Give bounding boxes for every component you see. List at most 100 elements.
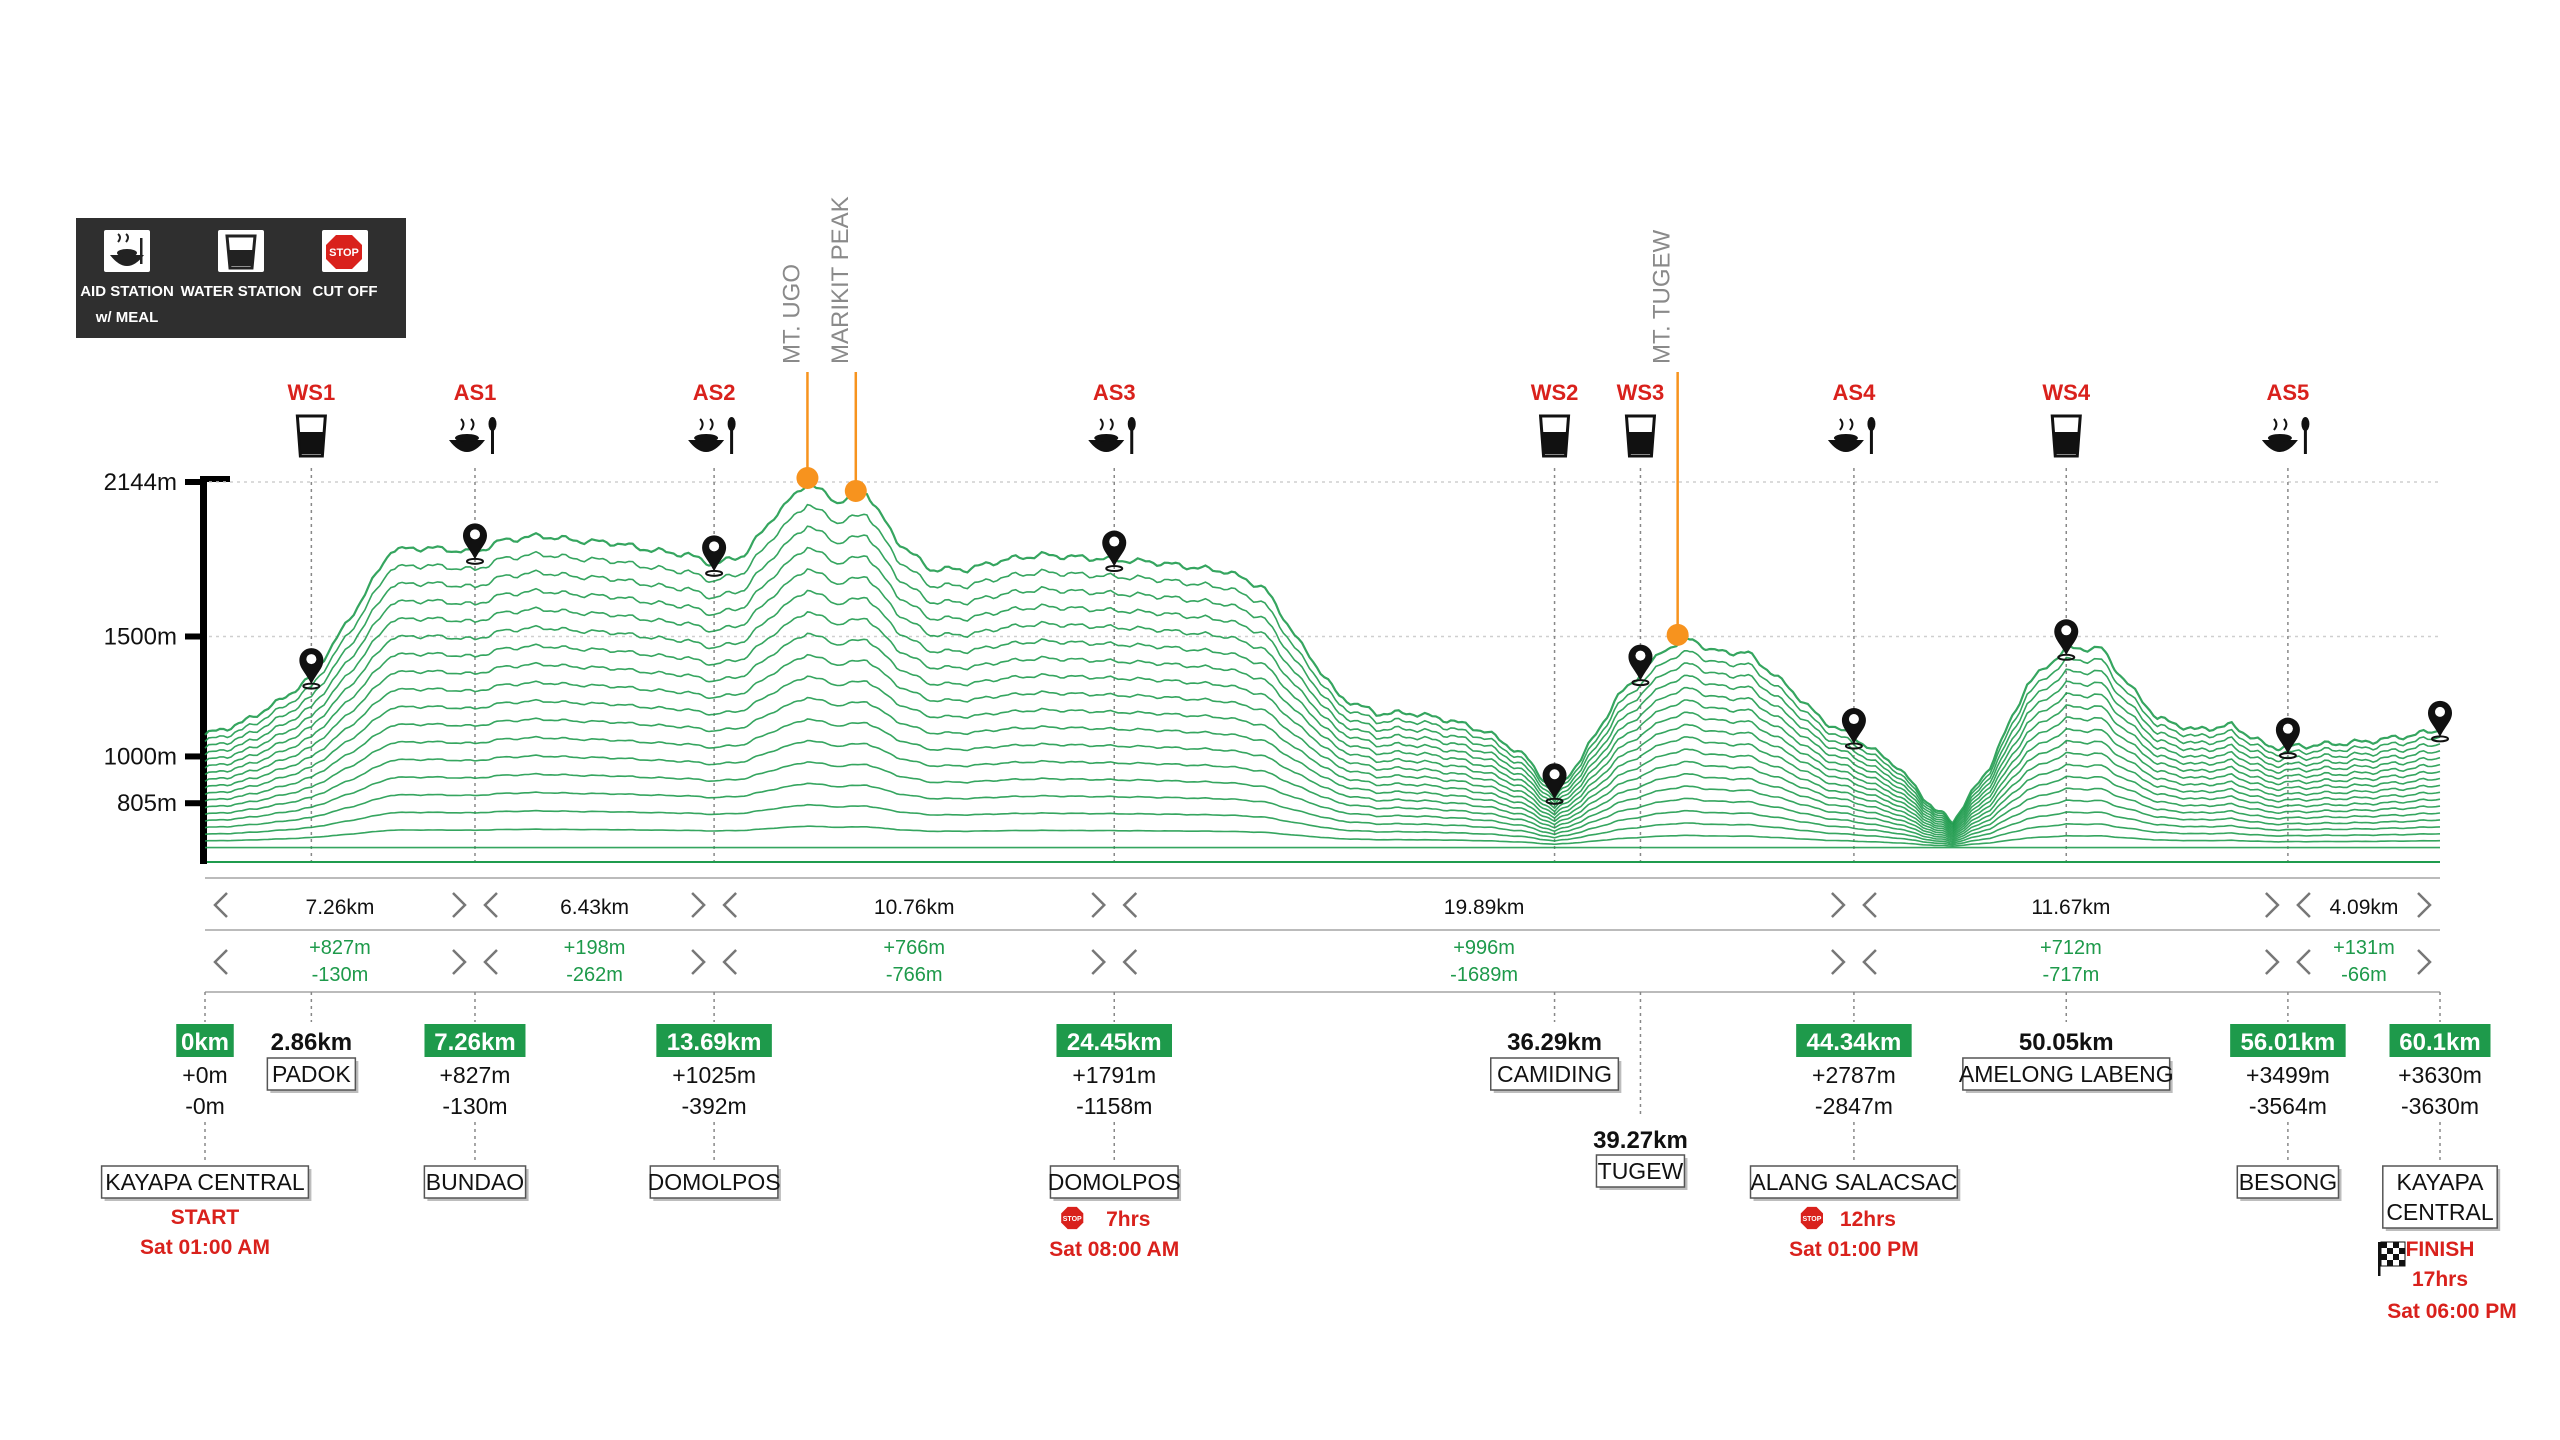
water-station-icon — [1538, 414, 1571, 458]
bowl-rim — [1094, 434, 1119, 442]
segment-distance-label: 4.09km — [2330, 896, 2399, 919]
pin-body — [702, 535, 727, 572]
pin-hole — [709, 541, 720, 552]
peak-dot — [1666, 623, 1689, 646]
y-axis-tick-label: 1500m — [104, 623, 177, 650]
finish-flag-square — [2381, 1242, 2387, 1248]
location-pin-icon — [1628, 644, 1653, 687]
segment-gain-label: +131m — [2333, 937, 2395, 959]
segment-end-chevron — [1091, 949, 1107, 975]
pin-body — [1628, 644, 1653, 681]
finish-flag-square — [2387, 1260, 2393, 1266]
checkpoint-km-badge — [176, 1024, 234, 1057]
elevation-contour-line — [204, 568, 2441, 830]
pin-body — [1542, 763, 1567, 800]
elevation-contour-line — [204, 739, 2441, 842]
station-code-label: AS5 — [2267, 380, 2310, 405]
location-pin-icon — [2054, 619, 2079, 661]
checkpoint-km-label: 7.26km — [434, 1029, 515, 1056]
pin-hole — [1635, 650, 1646, 661]
glass-outline — [295, 414, 327, 458]
pin-shadow — [465, 557, 484, 565]
aid-station-icon — [688, 417, 736, 454]
y-axis-tick-label: 2144m — [104, 469, 177, 496]
water-station-icon — [2050, 414, 2082, 458]
aid-station-icon — [2261, 417, 2310, 454]
aid-station-legend-label: AID STATION — [80, 283, 174, 300]
station-code-label: AS1 — [454, 380, 497, 405]
checkpoint-km-badge — [2230, 1024, 2346, 1057]
checkpoint-gain-label: +1025m — [672, 1062, 756, 1088]
elevation-contour-line — [204, 482, 2441, 825]
segment-start-chevron — [2296, 949, 2311, 975]
location-pin-icon — [462, 523, 487, 565]
segment-loss-label: -766m — [886, 964, 943, 986]
checkpoint-cutoff-label: 7hrs — [1106, 1208, 1150, 1231]
peak-dot — [844, 479, 867, 502]
spoon — [730, 418, 734, 454]
checkpoint-km-label: 24.45km — [1067, 1029, 1162, 1056]
elevation-contour-line — [204, 632, 2441, 835]
segment-end-chevron — [2265, 949, 2280, 975]
location-pin-markers — [299, 523, 2452, 805]
segment-gain-label: +827m — [309, 937, 371, 959]
finish-flag-square — [2399, 1248, 2405, 1254]
pin-hole — [1109, 536, 1120, 547]
checkpoint-gain-label: +827m — [440, 1062, 511, 1088]
pin-body — [2054, 619, 2079, 656]
checkpoint-name-label: KAYAPA CENTRAL — [105, 1169, 305, 1195]
pin-shadow — [1105, 565, 1124, 573]
glass-water — [2054, 432, 2079, 454]
spoon-head — [1867, 417, 1876, 431]
segment-end-chevron — [1831, 949, 1846, 975]
segment-end-chevron — [1091, 892, 1107, 918]
checkpoint-gain-label: +0m — [182, 1062, 227, 1088]
segment-loss-label: -262m — [566, 964, 623, 986]
spoon-head — [727, 417, 736, 431]
checkpoint-gain-label: +3630m — [2398, 1062, 2482, 1088]
pin-hole — [2061, 625, 2072, 636]
finish-flag-square — [2393, 1242, 2399, 1248]
y-axis: 2144m 1500m 1000m 805m — [104, 469, 230, 864]
elevation-contour-line — [204, 718, 2441, 840]
checkpoint-loss-label: -1158m — [1076, 1093, 1152, 1119]
y-axis-tick — [185, 800, 203, 807]
checkpoint-km-label: 13.69km — [667, 1029, 762, 1056]
peak-dot — [796, 467, 819, 489]
cutoff-legend-label: CUT OFF — [313, 283, 378, 300]
pin-shadow — [2278, 752, 2297, 760]
checkpoint-loss-label: -130m — [442, 1093, 507, 1119]
bowl — [688, 440, 725, 452]
checkpoint-km-label: 39.27km — [1593, 1127, 1688, 1154]
glass-water — [299, 432, 324, 454]
stop-sign-text: STOP — [1802, 1216, 1821, 1223]
spoon — [1130, 418, 1134, 454]
checkpoint-cutoff-label: 12hrs — [1840, 1208, 1896, 1231]
station-code-label: AS4 — [1833, 380, 1877, 405]
water-station-icon — [1624, 414, 1657, 458]
name-box — [266, 1057, 357, 1091]
pin-body — [2428, 700, 2452, 737]
station-code-label: WS2 — [1531, 380, 1579, 405]
stop-sign-icon — [1800, 1206, 1823, 1230]
checkpoint-name-label: BESONG — [2239, 1169, 2337, 1195]
checkpoint-km-label: 56.01km — [2241, 1029, 2336, 1056]
spoon — [1869, 418, 1873, 454]
gridlines — [209, 481, 2440, 638]
name-box — [1962, 1057, 2171, 1091]
segment-loss-label: -130m — [312, 964, 369, 986]
segment-start-chevron — [2296, 892, 2311, 918]
elevation-contour-line — [204, 761, 2441, 843]
elevation-contour-line — [204, 782, 2441, 845]
name-box — [2236, 1165, 2340, 1199]
segment-end-chevron — [2417, 892, 2432, 918]
segment-start-chevron — [213, 949, 228, 975]
checkpoint-gain-label: +1791m — [1072, 1062, 1156, 1088]
aid-station-icon — [1088, 417, 1136, 454]
name-box — [1749, 1165, 1959, 1199]
finish-flag-border — [2380, 1241, 2406, 1267]
elevation-contour-line — [204, 696, 2441, 839]
checkpoint-time-label: Sat 01:00 AM — [140, 1236, 270, 1259]
checkpoint-km-label: 2.86km — [271, 1029, 352, 1056]
aid-station-icon — [1827, 417, 1876, 454]
